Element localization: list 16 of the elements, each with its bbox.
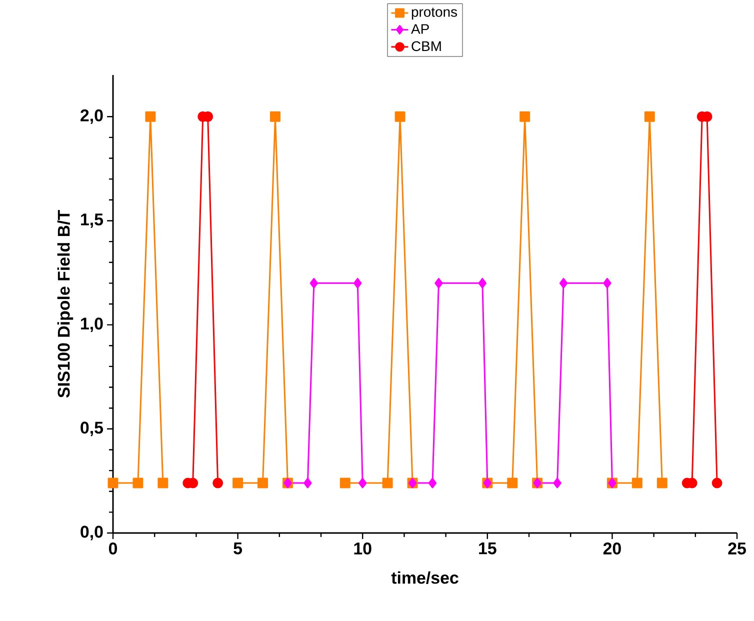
y-tick-label: 0,0 xyxy=(80,526,103,540)
y-tick-label: 0,5 xyxy=(80,422,104,436)
legend-label: protons xyxy=(412,8,458,20)
x-tick-label: 25 xyxy=(728,542,746,554)
x-tick-label: 15 xyxy=(479,542,496,554)
x-tick-label: 5 xyxy=(234,542,242,554)
y-tick-label: 1,0 xyxy=(81,318,103,332)
x-tick-label: 10 xyxy=(354,542,372,554)
y-axis-title: SIS100 Dipole Field B/T xyxy=(57,210,74,398)
y-tick-label: 1,5 xyxy=(81,214,104,228)
x-tick-label: 0 xyxy=(108,542,118,554)
y-tick-label: 2,0 xyxy=(80,109,103,124)
x-tick-label: 20 xyxy=(603,542,621,554)
legend-label: CBM xyxy=(412,41,441,52)
legend-label: AP xyxy=(411,24,429,34)
x-axis-title: time/sec xyxy=(391,571,458,584)
